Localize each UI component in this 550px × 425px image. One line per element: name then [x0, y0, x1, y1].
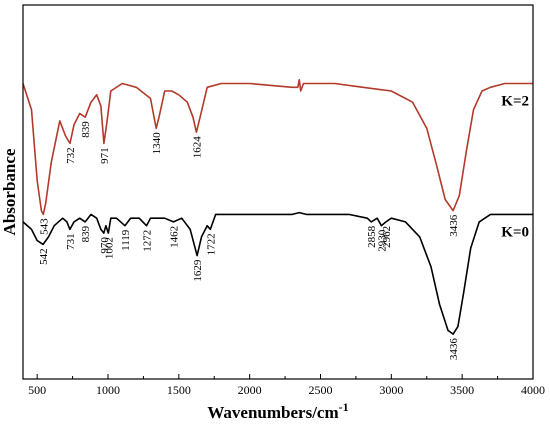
y-axis-title: Absorbance [0, 148, 19, 235]
x-tick-label: 500 [28, 383, 46, 397]
peak-label: 3436 [448, 214, 460, 237]
x-axis-title-superscript: -1 [339, 400, 349, 414]
x-tick-label: 4000 [521, 383, 545, 397]
peak-label: 1272 [142, 230, 154, 252]
peak-label: 839 [80, 121, 92, 138]
x-tick-label: 1500 [167, 383, 191, 397]
peak-label: 1002 [103, 237, 115, 259]
peak-label: 1722 [205, 233, 217, 255]
series-labels: K=2 K=0 [501, 94, 529, 241]
peak-label: 732 [65, 147, 77, 164]
series-line-k0 [22, 211, 533, 335]
x-axis-title-text: Wavenumbers/cm [207, 403, 338, 422]
plot-layer [22, 79, 533, 335]
peak-label: 2930 [376, 229, 388, 252]
peak-label: 1119 [120, 229, 132, 251]
series-label: K=2 [501, 94, 529, 110]
peak-label: 542 [38, 248, 50, 265]
peak-label: 2962 [381, 226, 393, 248]
x-tick-label: 1000 [96, 383, 120, 397]
series-label: K=0 [501, 224, 529, 240]
x-tick-label: 3500 [450, 383, 474, 397]
peak-label: 1624 [191, 136, 203, 159]
peak-label: 1340 [151, 132, 163, 155]
peak-label: 839 [80, 225, 92, 242]
plot-frame [22, 4, 534, 380]
peak-label: 1629 [192, 259, 204, 282]
x-tick-label: 2000 [238, 383, 262, 397]
series-line-k2 [22, 79, 533, 216]
peak-label: 970 [99, 237, 111, 254]
x-axis-ticks: 500 1000 1500 2000 2500 3000 3500 4000 [28, 374, 545, 397]
x-axis-title: Wavenumbers/cm-1 [207, 400, 348, 422]
x-tick-label: 3000 [379, 383, 403, 397]
peak-label: 731 [65, 233, 77, 250]
peak-label: 543 [38, 218, 50, 235]
peak-label: 3436 [448, 338, 460, 361]
x-tick-label: 2500 [309, 383, 333, 397]
peak-label: 971 [99, 147, 111, 164]
peak-label: 2858 [366, 225, 378, 248]
peak-label: 1462 [168, 226, 180, 248]
